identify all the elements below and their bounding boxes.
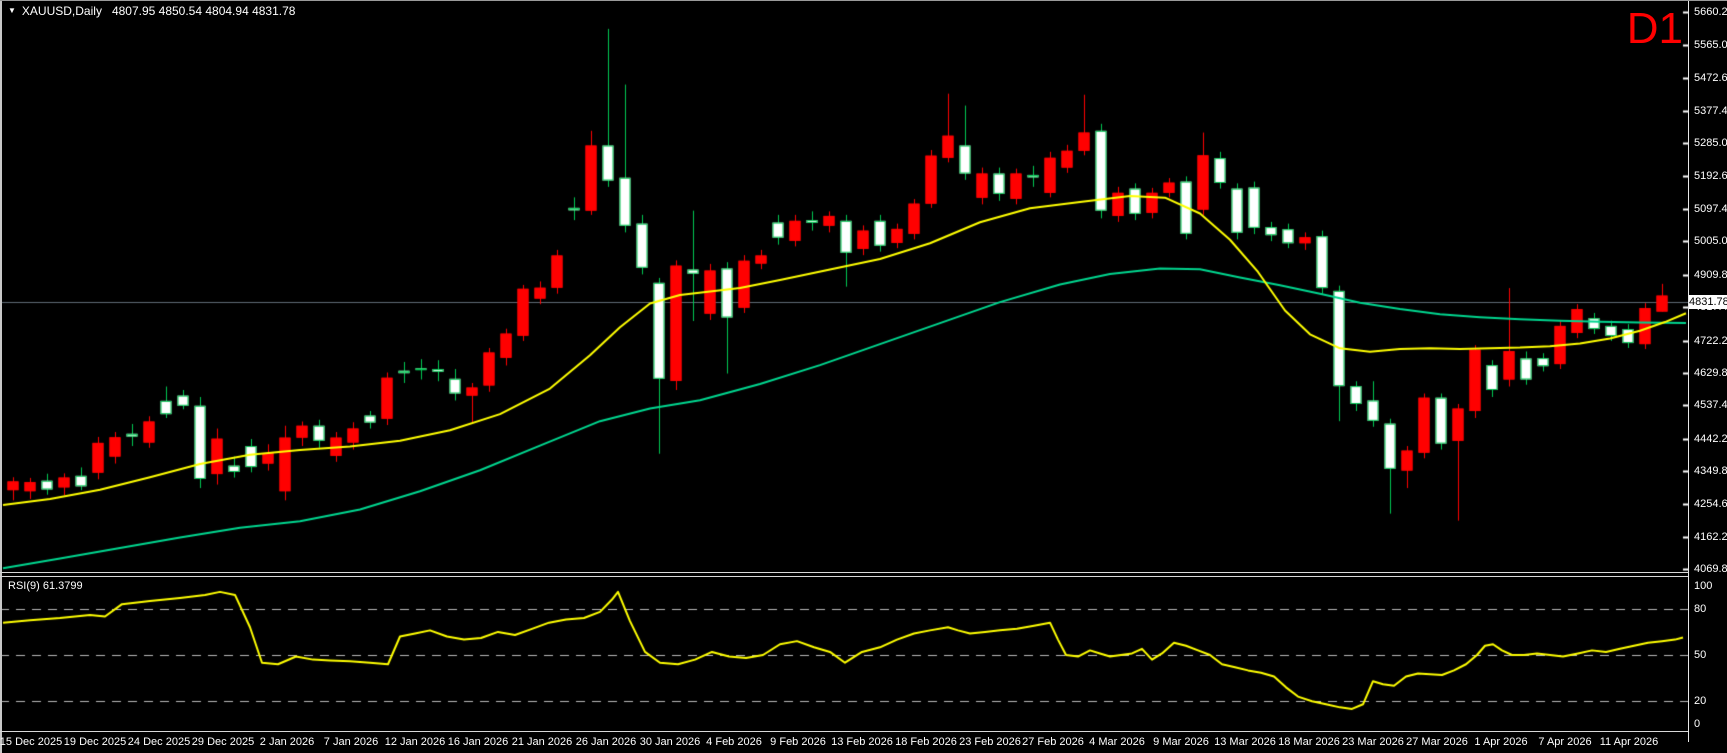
rsi-axis-label: 50: [1694, 649, 1707, 661]
price-axis-label: 5660.20: [1694, 6, 1727, 18]
date-axis-label: 1 Apr 2026: [1474, 736, 1528, 748]
rsi-indicator-canvas[interactable]: [0, 577, 1688, 731]
date-axis-label: 18 Mar 2026: [1278, 736, 1340, 748]
symbol-timeframe-label: XAUUSD,Daily: [21, 4, 102, 18]
date-axis-label: 4 Mar 2026: [1089, 736, 1145, 748]
price-axis-label: 4254.60: [1694, 498, 1727, 511]
date-axis-label: 9 Feb 2026: [770, 736, 826, 748]
chart-title: ▼ XAUUSD,Daily 4807.95 4850.54 4804.94 483…: [8, 4, 295, 18]
date-axis-label: 24 Dec 2025: [127, 736, 191, 748]
rsi-axis-label: 80: [1694, 602, 1707, 615]
date-axis-label: 29 Dec 2025: [191, 736, 255, 748]
rsi-axis-label: 0: [1694, 718, 1701, 730]
price-axis-label: 4722.20: [1694, 334, 1727, 347]
price-axis-label: 4629.80: [1694, 366, 1727, 379]
date-axis-label: 18 Feb 2026: [895, 736, 957, 748]
date-axis-label: 27 Feb 2026: [1022, 736, 1084, 748]
price-axis-label: 4442.20: [1694, 432, 1727, 445]
symbol-dropdown-icon[interactable]: ▼: [8, 6, 16, 15]
price-axis-label: 4162.20: [1694, 530, 1727, 543]
price-axis-label: 4537.40: [1694, 399, 1727, 412]
rsi-indicator-label: RSI(9) 61.3799: [8, 580, 83, 592]
date-axis-label: 15 Dec 2025: [0, 736, 63, 748]
date-axis-label: 7 Jan 2026: [323, 736, 379, 748]
price-chart-canvas[interactable]: [0, 1, 1688, 573]
price-axis-label: 4069.80: [1694, 563, 1727, 576]
date-axis-label: 12 Jan 2026: [384, 736, 446, 748]
date-axis-label: 23 Mar 2026: [1342, 736, 1404, 748]
date-axis-label: 27 Mar 2026: [1406, 736, 1468, 748]
date-axis-label: 13 Mar 2026: [1214, 736, 1276, 748]
price-axis-label: 5565.00: [1694, 39, 1727, 52]
date-axis-label: 11 Apr 2026: [1599, 736, 1659, 748]
date-axis-label: 2 Jan 2026: [259, 736, 315, 748]
date-axis-label: 16 Jan 2026: [447, 736, 509, 748]
main-panel-bottom-divider[interactable]: [0, 572, 1688, 573]
price-axis-label: 5097.40: [1694, 203, 1727, 216]
price-axis-label: 5472.60: [1694, 71, 1727, 84]
date-axis-label: 30 Jan 2026: [639, 736, 701, 748]
rsi-axis-label: 20: [1694, 695, 1707, 708]
date-axis-label: 9 Mar 2026: [1153, 736, 1209, 748]
price-axis-border: [1688, 1, 1689, 742]
price-axis-label: 5285.00: [1694, 137, 1727, 150]
timeframe-watermark: D1: [1626, 4, 1683, 53]
date-axis-label: 4 Feb 2026: [706, 736, 762, 748]
ohlc-readout: 4807.95 4850.54 4804.94 4831.78: [111, 4, 296, 18]
date-axis-label: 26 Jan 2026: [575, 736, 637, 748]
price-axis-label: 5005.00: [1694, 235, 1727, 248]
date-axis-label: 19 Dec 2025: [63, 736, 127, 748]
rsi-panel-top-divider[interactable]: [0, 576, 1688, 577]
date-axis-label: 13 Feb 2026: [831, 736, 893, 748]
price-axis-label: 4349.80: [1694, 464, 1727, 477]
date-axis-label: 21 Jan 2026: [511, 736, 573, 748]
rsi-panel-bottom-divider: [0, 731, 1688, 732]
rsi-axis-label: 100: [1694, 580, 1713, 592]
price-axis-label: 5377.40: [1694, 105, 1727, 118]
date-axis-label: 23 Feb 2026: [959, 736, 1021, 748]
price-axis-label: 4909.80: [1694, 268, 1727, 281]
price-axis-label: 5192.60: [1694, 169, 1727, 182]
window-left-border: [0, 1, 2, 753]
current-price-tag: 4831.78: [1689, 295, 1727, 310]
date-axis-label: 7 Apr 2026: [1538, 736, 1592, 748]
